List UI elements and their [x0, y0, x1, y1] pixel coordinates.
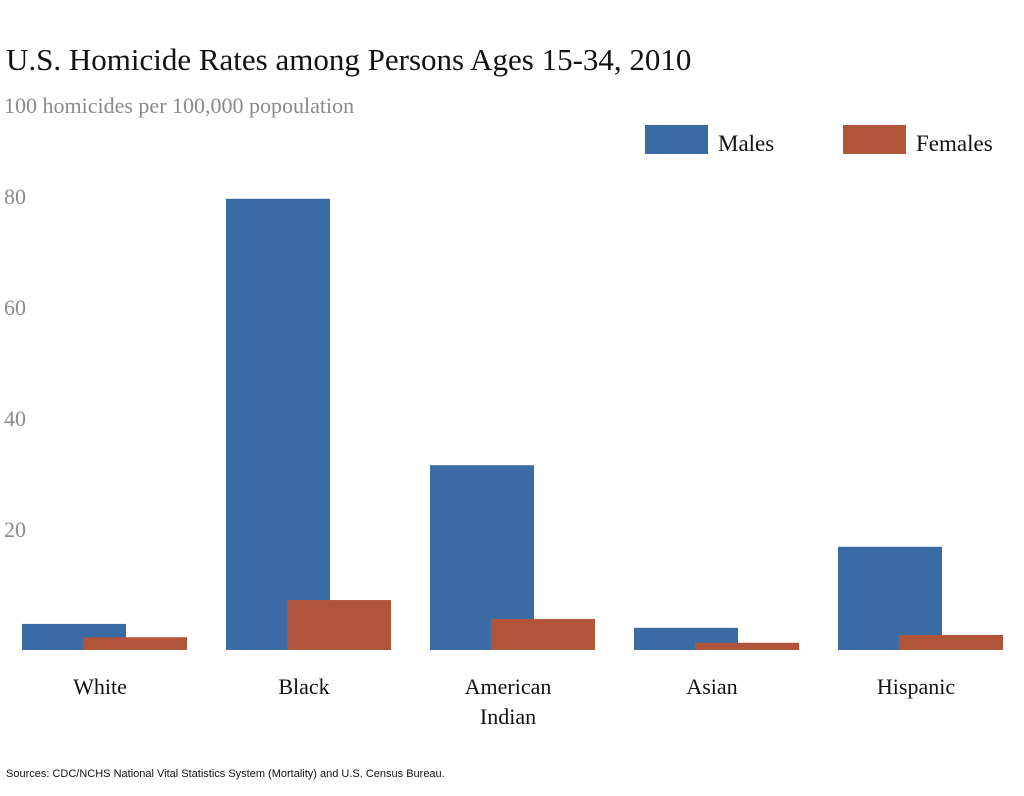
chart-title: U.S. Homicide Rates among Persons Ages 1… — [6, 42, 691, 77]
y-tick-label: 20 — [4, 517, 26, 542]
bar — [226, 198, 330, 650]
legend-label: Females — [916, 131, 993, 156]
x-tick-label-box: White — [73, 674, 127, 699]
x-tick-label-box: American Indian — [464, 674, 552, 729]
bar — [491, 618, 595, 650]
x-tick-label: Asian — [686, 674, 738, 699]
y-tick-label: 60 — [4, 295, 26, 320]
legend-swatch — [645, 125, 708, 154]
x-tick-label-box: Black — [278, 674, 330, 699]
x-tick-label: Black — [278, 674, 330, 699]
y-tick-label: 80 — [4, 184, 26, 209]
x-tick-label: Hispanic — [876, 674, 956, 699]
bar — [287, 600, 391, 650]
bar — [899, 635, 1003, 650]
legend-swatch — [843, 125, 906, 154]
chart-subtitle: 100 homicides per 100,000 popoulation — [4, 93, 354, 118]
bar — [838, 546, 942, 650]
bar — [83, 637, 187, 650]
bar — [695, 642, 799, 650]
legend-label: Males — [718, 131, 774, 156]
x-tick-label-box: Hispanic — [876, 674, 956, 699]
x-tick-label-box: Asian — [686, 674, 738, 699]
source-note: Sources: CDC/NCHS National Vital Statist… — [6, 768, 445, 780]
x-tick-label: American Indian — [464, 674, 552, 729]
y-tick-label: 40 — [4, 406, 26, 431]
x-tick-label: White — [73, 674, 127, 699]
